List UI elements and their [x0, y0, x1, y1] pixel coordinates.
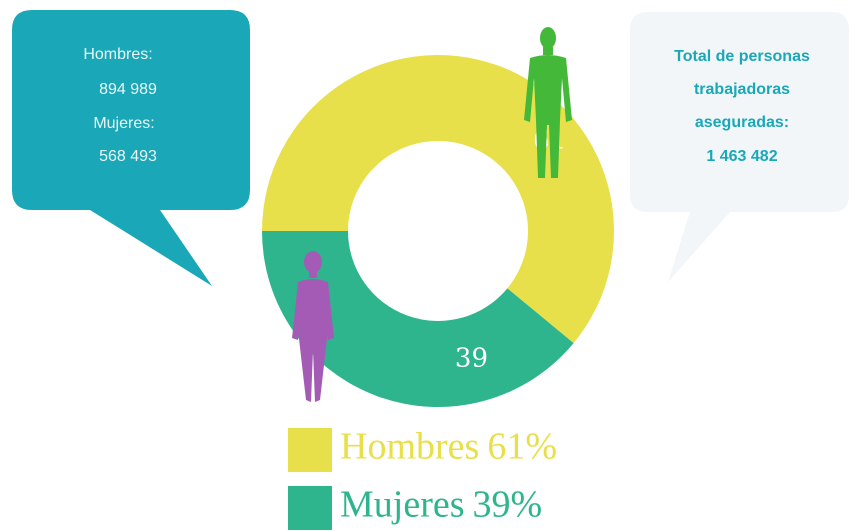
legend-label: Mujeres [340, 484, 465, 526]
callout-right [630, 12, 849, 282]
slice-label: 39 [455, 344, 488, 374]
legend-value: 39% [473, 484, 543, 526]
legend-label: Hombres [340, 426, 479, 468]
legend-swatch [288, 428, 332, 472]
callout-text: aseguradas: [695, 114, 789, 131]
man-figure [524, 27, 572, 178]
callout-text: Mujeres: [93, 115, 154, 132]
slice [262, 231, 574, 408]
callout-text: 568 493 [99, 148, 157, 165]
legend-swatch [288, 486, 332, 530]
slice [262, 55, 614, 344]
callout-text: 894 989 [99, 81, 157, 98]
legend: Hombres 61% Mujeres 39% [288, 426, 557, 530]
callout-text: trabajadoras [694, 81, 790, 98]
woman-figure [292, 251, 334, 402]
donut: 6139 [262, 55, 614, 408]
callout-left [12, 10, 250, 286]
legend-value: 61% [487, 426, 557, 468]
callout-text: 1 463 482 [706, 148, 777, 165]
callout-text: Total de personas [674, 48, 810, 65]
callout-text: Hombres: [83, 46, 152, 63]
